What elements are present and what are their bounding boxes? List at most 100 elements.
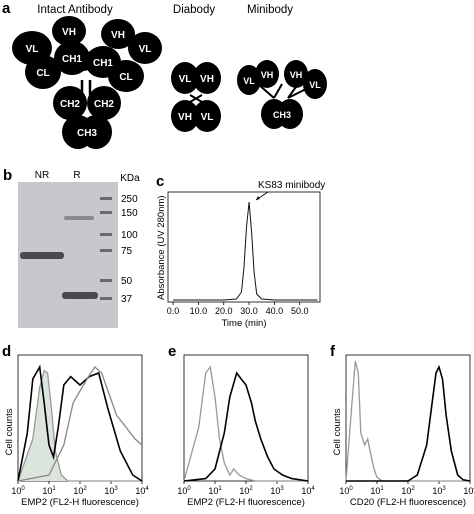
d-ylabel: Cell counts xyxy=(4,408,15,455)
d-xlabel: EMP2 (FL2-H fluorescence) xyxy=(21,497,139,508)
c-frame xyxy=(167,191,321,303)
histogram-series-1 xyxy=(346,364,471,482)
panel-b-label: b xyxy=(3,167,12,184)
domain-ch1-left-label: CH1 xyxy=(62,54,82,65)
panel-e: e 100 101 102 103 104 EMP2 (FL2-H fluorescen… xyxy=(168,343,315,508)
c-xtick-label: 50.0 xyxy=(291,306,309,316)
minibody-vl-right-label: VL xyxy=(309,80,321,90)
log-tick-label: 104 xyxy=(463,486,474,496)
log-tick-label: 100 xyxy=(11,486,25,496)
marker-label-75: 75 xyxy=(121,246,133,257)
log-tick-label: 100 xyxy=(339,486,353,496)
domain-ch2-right-label: CH2 xyxy=(94,99,114,110)
diabody-vh-bottom xyxy=(171,100,199,132)
domain-ch2-right xyxy=(87,86,121,120)
minibody-title: Minibody xyxy=(247,4,293,16)
panel-e-label: e xyxy=(168,343,176,360)
histogram-series-0 xyxy=(345,360,470,482)
gel-band-r-light xyxy=(62,292,98,299)
domain-vh-right xyxy=(101,19,135,49)
c-ylabel: Absorbance (UV 280nm) xyxy=(156,195,167,300)
c-xtick-label: 20.0 xyxy=(215,306,233,316)
minibody-ch3-right xyxy=(277,99,303,129)
minibody-linker-left xyxy=(257,83,283,99)
panel-a: a Intact Antibody Diabody Minibody VL VH… xyxy=(2,0,327,149)
lane-r-label: R xyxy=(73,170,80,181)
domain-vl-left-label: VL xyxy=(26,44,39,55)
histogram-fill xyxy=(18,370,142,481)
diabody-vh-bottom-label: VH xyxy=(178,112,192,123)
domain-cl-left-label: CL xyxy=(36,68,49,79)
diabody-diagram: VL VH VH VL xyxy=(171,62,221,132)
minibody-vh-left xyxy=(255,60,279,88)
panel-f: f Cell counts 100 101 102 103 104 CD20 (FL2-… xyxy=(330,343,474,508)
diabody-title: Diabody xyxy=(173,4,215,16)
diabody-vl-bottom-label: VL xyxy=(201,112,214,123)
domain-ch1-left xyxy=(54,41,90,75)
minibody-vl-left xyxy=(237,65,261,95)
log-tick-label: 101 xyxy=(42,486,56,496)
log-tick-label: 103 xyxy=(270,486,284,496)
marker-band-50 xyxy=(100,279,112,282)
log-tick-label: 102 xyxy=(73,486,87,496)
log-tick-label: 104 xyxy=(135,486,149,496)
panel-d-label: d xyxy=(2,343,11,360)
minibody-vl-right xyxy=(303,69,327,99)
e-ticks: 100 101 102 103 104 xyxy=(177,481,315,496)
panel-f-label: f xyxy=(330,343,336,360)
marker-ladder xyxy=(100,197,112,300)
gel-band-nr xyxy=(20,252,64,259)
domain-ch2-left-label: CH2 xyxy=(60,99,80,110)
domain-ch3-right xyxy=(80,115,112,149)
diabody-vl-bottom xyxy=(193,100,221,132)
marker-band-250 xyxy=(100,197,112,200)
log-tick-label: 102 xyxy=(239,486,253,496)
e-frame xyxy=(183,354,309,482)
c-xtick-label: 10.0 xyxy=(190,306,208,316)
log-tick-label: 101 xyxy=(370,486,384,496)
panel-b: b NR R KDa 250 150 100 75 50 37 xyxy=(3,167,140,328)
diabody-vl-top xyxy=(171,62,199,94)
annotation-arrow-head xyxy=(256,196,260,200)
domain-vl-right xyxy=(128,32,162,64)
c-xtick-label: 0.0 xyxy=(167,306,180,316)
domain-cl-left xyxy=(25,55,61,89)
e-xlabel: EMP2 (FL2-H fluorescence) xyxy=(187,497,305,508)
intact-antibody-diagram: VL VH CL CH1 VH VL CH1 CL CH2 CH2 CH3 xyxy=(12,16,162,149)
log-tick-label: 104 xyxy=(301,486,315,496)
domain-cl-right-label: CL xyxy=(119,72,132,83)
gel-band-r-heavy xyxy=(64,216,94,220)
diabody-linker xyxy=(189,94,203,103)
minibody-vh-right-label: VH xyxy=(290,70,303,80)
marker-band-37 xyxy=(100,297,112,300)
minibody-vh-right xyxy=(284,60,308,88)
domain-vl-right-label: VL xyxy=(139,44,152,55)
panel-a-label: a xyxy=(2,0,11,17)
log-tick-label: 103 xyxy=(432,486,446,496)
d-ticks: 100 101 102 103 104 xyxy=(11,481,149,496)
diabody-vh-top-label: VH xyxy=(200,74,214,85)
peak-annotation: KS83 minibody xyxy=(258,180,325,191)
marker-label-150: 150 xyxy=(121,208,138,219)
domain-vh-left xyxy=(52,16,86,46)
f-xlabel: CD20 (FL2-H fluorescence) xyxy=(350,497,466,508)
panel-d: d Cell counts 100 101 102 103 104 EMP2 (FL2-… xyxy=(2,343,149,508)
chromatogram-trace xyxy=(173,201,318,301)
marker-label-250: 250 xyxy=(121,194,138,205)
c-xtick-label: 30.0 xyxy=(240,306,258,316)
f-ylabel: Cell counts xyxy=(332,408,343,455)
marker-label-37: 37 xyxy=(121,294,133,305)
marker-label-100: 100 xyxy=(121,230,138,241)
histogram-series-0 xyxy=(183,365,308,482)
domain-ch3-label: CH3 xyxy=(77,128,97,139)
minibody-diagram: VL VH VH VL CH3 xyxy=(237,60,327,129)
log-tick-label: 100 xyxy=(177,486,191,496)
c-xticks: 0.0 10.0 20.0 30.0 40.0 50.0 xyxy=(167,302,309,316)
minibody-vl-left-label: VL xyxy=(243,76,255,86)
minibody-ch3-label: CH3 xyxy=(273,110,291,120)
c-xlabel: Time (min) xyxy=(221,318,266,329)
d-curves xyxy=(17,364,143,482)
marker-band-100 xyxy=(100,233,112,236)
log-tick-label: 102 xyxy=(401,486,415,496)
histogram-series-2 xyxy=(17,366,143,482)
